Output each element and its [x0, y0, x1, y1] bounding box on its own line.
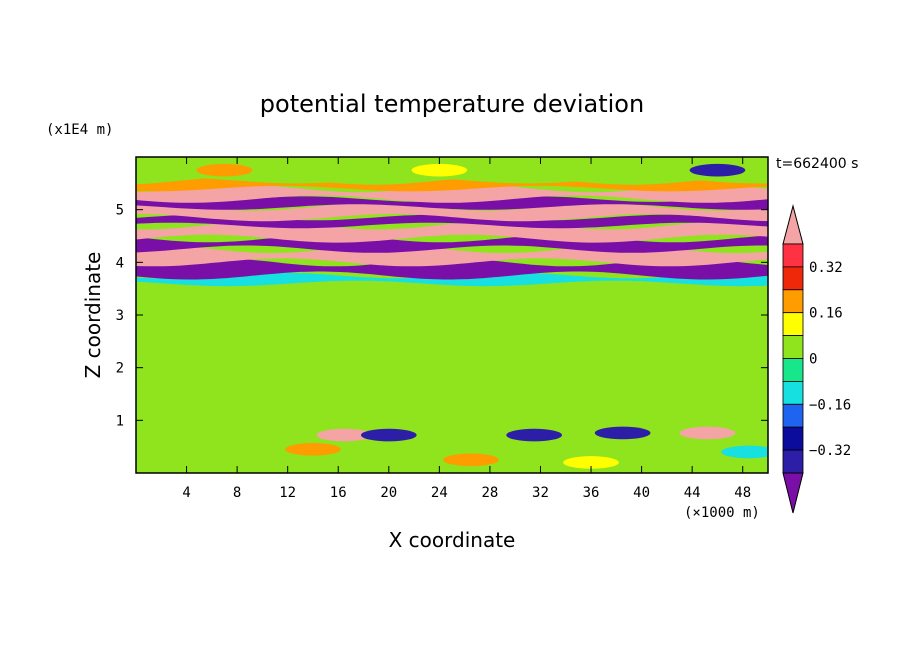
colorbar-label: 0.32	[809, 260, 843, 276]
colorbar-segment	[782, 266, 804, 291]
y-tick-label: 2	[116, 361, 124, 377]
y-axis: 1 2 3 4 5	[116, 203, 768, 429]
x-tick-label: 16	[330, 485, 347, 501]
colorbar-segment	[782, 312, 804, 337]
x-tick-label: 36	[583, 485, 600, 501]
colorbar-label: −0.32	[809, 443, 851, 459]
colorbar-segment	[782, 243, 804, 268]
field-feature	[196, 163, 253, 177]
y-tick-label: 1	[116, 413, 124, 429]
time-label: t=662400 s	[776, 156, 858, 172]
colorbar-segment	[782, 335, 804, 359]
colorbar-segment	[782, 449, 804, 474]
colorbar-label: 0	[809, 352, 817, 368]
y-axis-label: Z coordinate	[81, 252, 105, 379]
x-axis-label: X coordinate	[389, 528, 516, 552]
x-axis: 4 8 12 16 20 24 28 32 36 40 44 48	[182, 157, 751, 501]
colorbar-segment	[782, 358, 804, 382]
chart-title: potential temperature deviation	[260, 90, 644, 118]
field-feature	[594, 426, 651, 440]
colorbar-under-triangle	[782, 472, 804, 514]
field-feature	[285, 442, 341, 456]
x-tick-label: 20	[380, 485, 397, 501]
field-feature	[689, 163, 746, 177]
field-feature	[721, 445, 768, 459]
field-band	[136, 279, 768, 438]
y-tick-label: 4	[116, 255, 124, 271]
colorbar-segment	[782, 380, 804, 405]
field-feature	[316, 428, 373, 442]
field-band	[136, 214, 768, 229]
colorbar-label: −0.16	[809, 397, 851, 413]
field-band	[136, 258, 768, 280]
field-feature	[411, 163, 468, 177]
field-feature	[443, 453, 499, 467]
x-tick-label: 4	[182, 485, 190, 501]
field-feature	[679, 426, 736, 440]
colorbar-over-triangle	[782, 204, 804, 245]
x-tick-label: 12	[279, 485, 296, 501]
x-unit-label: (×1000 m)	[684, 505, 760, 521]
field-feature	[506, 428, 562, 442]
field-feature	[563, 456, 619, 469]
x-tick-label: 8	[233, 485, 241, 501]
colorbar-segment	[782, 403, 804, 428]
x-tick-label: 48	[734, 485, 751, 501]
x-tick-label: 24	[431, 485, 448, 501]
x-tick-label: 44	[684, 485, 701, 501]
contour-field	[136, 157, 768, 473]
colorbar-label: 0.16	[809, 306, 843, 322]
x-tick-label: 40	[633, 485, 650, 501]
colorbar: 0.32 0.16 0 −0.16 −0.32	[782, 204, 851, 514]
field-band	[136, 196, 768, 210]
x-tick-label: 28	[481, 485, 498, 501]
field-band	[136, 184, 768, 203]
colorbar-segment	[782, 289, 804, 314]
y-unit-label: (x1E4 m)	[46, 122, 113, 138]
field-feature	[360, 428, 417, 442]
x-tick-label: 32	[532, 485, 549, 501]
y-tick-label: 3	[116, 308, 124, 324]
y-tick-label: 5	[116, 203, 124, 219]
field-band	[136, 203, 768, 222]
colorbar-segment	[782, 426, 804, 451]
